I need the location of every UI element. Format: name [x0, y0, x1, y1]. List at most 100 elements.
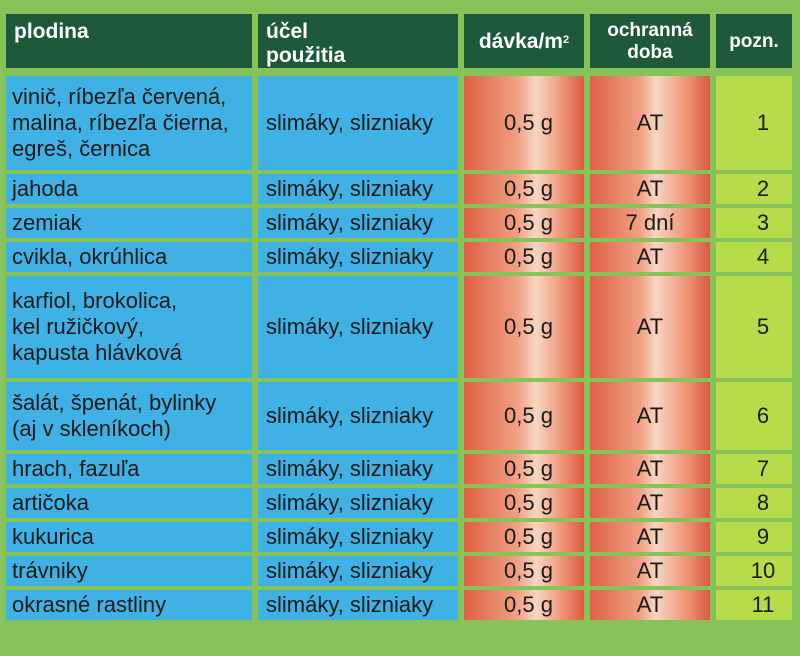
cell-note: 6: [716, 382, 792, 454]
cell-dose: 0,5 g: [464, 382, 590, 454]
cell-crop: okrasné rastliny: [6, 590, 258, 624]
cell-period: 7 dní: [590, 208, 716, 242]
cell-period-text: AT: [636, 110, 664, 135]
crop-line: kukurica: [12, 524, 94, 549]
cell-use: slimáky, slizniaky: [258, 242, 464, 276]
cell-period: AT: [590, 242, 716, 276]
cell-dose: 0,5 g: [464, 174, 590, 208]
crop-line: malina, ríbezľa čierna,: [12, 110, 229, 135]
cell-use: slimáky, slizniaky: [258, 174, 464, 208]
cell-use-text: slimáky, slizniaky: [266, 456, 434, 481]
cell-use-text: slimáky, slizniaky: [266, 210, 434, 235]
cell-use-text: slimáky, slizniaky: [266, 110, 434, 135]
table-row: karfiol, brokolica, kel ružičkový, kapusta…: [6, 276, 792, 382]
crop-line: vinič, ríbezľa červená,: [12, 84, 227, 109]
crop-line: egreš, černica: [12, 136, 151, 161]
cell-dose-text: 0,5 g: [504, 524, 553, 549]
cell-period: AT: [590, 382, 716, 454]
table-row: artičoka slimáky, slizniaky 0,5 g AT 8: [6, 488, 792, 522]
cell-use: slimáky, slizniaky: [258, 522, 464, 556]
cell-use: slimáky, slizniaky: [258, 590, 464, 624]
table-row: zemiak slimáky, slizniaky 0,5 g 7 dní 3: [6, 208, 792, 242]
table-row: okrasné rastliny slimáky, slizniaky 0,5 g A…: [6, 590, 792, 624]
crop-line: kapusta hlávková: [12, 340, 182, 365]
crop-line: trávniky: [12, 558, 88, 583]
cell-note: 1: [716, 76, 792, 174]
cell-period-text: AT: [636, 176, 664, 201]
cell-period: AT: [590, 522, 716, 556]
cell-dose-text: 0,5 g: [504, 592, 553, 617]
cell-note: 3: [716, 208, 792, 242]
cell-use: slimáky, slizniaky: [258, 76, 464, 174]
crop-line: šalát, špenát, bylinky: [12, 390, 217, 415]
cell-use-text: slimáky, slizniaky: [266, 490, 434, 515]
cell-note: 4: [716, 242, 792, 276]
cell-dose-text: 0,5 g: [504, 456, 553, 481]
header-crop: plodina: [6, 14, 258, 76]
cell-note-text: 3: [756, 210, 770, 235]
cell-crop: kukurica: [6, 522, 258, 556]
cell-period-text: AT: [636, 314, 664, 339]
cell-note: 2: [716, 174, 792, 208]
cell-note-text: 6: [756, 403, 770, 428]
table-row: kukurica slimáky, slizniaky 0,5 g AT 9: [6, 522, 792, 556]
cell-crop: šalát, špenát, bylinky (aj v skleníkoch): [6, 382, 258, 454]
crop-line: cvikla, okrúhlica: [12, 244, 168, 269]
cell-dose-text: 0,5 g: [504, 210, 553, 235]
cell-period: AT: [590, 556, 716, 590]
crop-line: (aj v skleníkoch): [12, 416, 171, 441]
cell-crop: cvikla, okrúhlica: [6, 242, 258, 276]
cell-note-text: 9: [756, 524, 770, 549]
cell-note: 7: [716, 454, 792, 488]
cell-use-text: slimáky, slizniaky: [266, 403, 434, 428]
cell-dose: 0,5 g: [464, 242, 590, 276]
crop-line: okrasné rastliny: [12, 592, 167, 617]
cell-period: AT: [590, 488, 716, 522]
cell-dose-text: 0,5 g: [504, 110, 553, 135]
cell-dose-text: 0,5 g: [504, 403, 553, 428]
table-row: cvikla, okrúhlica slimáky, slizniaky 0,5 g…: [6, 242, 792, 276]
cell-period: AT: [590, 174, 716, 208]
cell-crop: hrach, fazuľa: [6, 454, 258, 488]
header-period: ochranná doba: [590, 14, 716, 76]
cell-note-text: 1: [756, 110, 770, 135]
dosage-table: plodina účel použitia dávka/m2 ochranná do…: [6, 14, 792, 624]
cell-period-text: AT: [636, 592, 664, 617]
cell-period-text: 7 dní: [625, 210, 675, 235]
cell-note-text: 10: [750, 558, 776, 583]
cell-dose-text: 0,5 g: [504, 558, 553, 583]
cell-use-text: slimáky, slizniaky: [266, 314, 434, 339]
cell-note: 9: [716, 522, 792, 556]
cell-dose-text: 0,5 g: [504, 176, 553, 201]
cell-note: 10: [716, 556, 792, 590]
cell-use: slimáky, slizniaky: [258, 454, 464, 488]
cell-use-text: slimáky, slizniaky: [266, 176, 434, 201]
cell-crop: jahoda: [6, 174, 258, 208]
cell-use: slimáky, slizniaky: [258, 382, 464, 454]
cell-dose-text: 0,5 g: [504, 490, 553, 515]
header-dose: dávka/m2: [464, 14, 590, 76]
cell-dose: 0,5 g: [464, 76, 590, 174]
cell-use: slimáky, slizniaky: [258, 488, 464, 522]
cell-use-text: slimáky, slizniaky: [266, 558, 434, 583]
cell-note-text: 11: [751, 592, 775, 617]
crop-line: karfiol, brokolica,: [12, 288, 178, 313]
cell-use: slimáky, slizniaky: [258, 208, 464, 242]
table-row: šalát, špenát, bylinky (aj v skleníkoch) s…: [6, 382, 792, 454]
cell-period: AT: [590, 76, 716, 174]
cell-dose: 0,5 g: [464, 454, 590, 488]
table-row: vinič, ríbezľa červená, malina, ríbezľa č…: [6, 76, 792, 174]
cell-dose: 0,5 g: [464, 208, 590, 242]
crop-line: hrach, fazuľa: [12, 456, 140, 481]
header-note: pozn.: [716, 14, 792, 76]
cell-period-text: AT: [636, 490, 664, 515]
cell-period-text: AT: [636, 244, 664, 269]
cell-period-text: AT: [636, 524, 664, 549]
cell-crop: artičoka: [6, 488, 258, 522]
cell-note: 5: [716, 276, 792, 382]
crop-line: zemiak: [12, 210, 82, 235]
cell-use: slimáky, slizniaky: [258, 556, 464, 590]
cell-note: 11: [716, 590, 792, 624]
crop-line: jahoda: [12, 176, 79, 201]
